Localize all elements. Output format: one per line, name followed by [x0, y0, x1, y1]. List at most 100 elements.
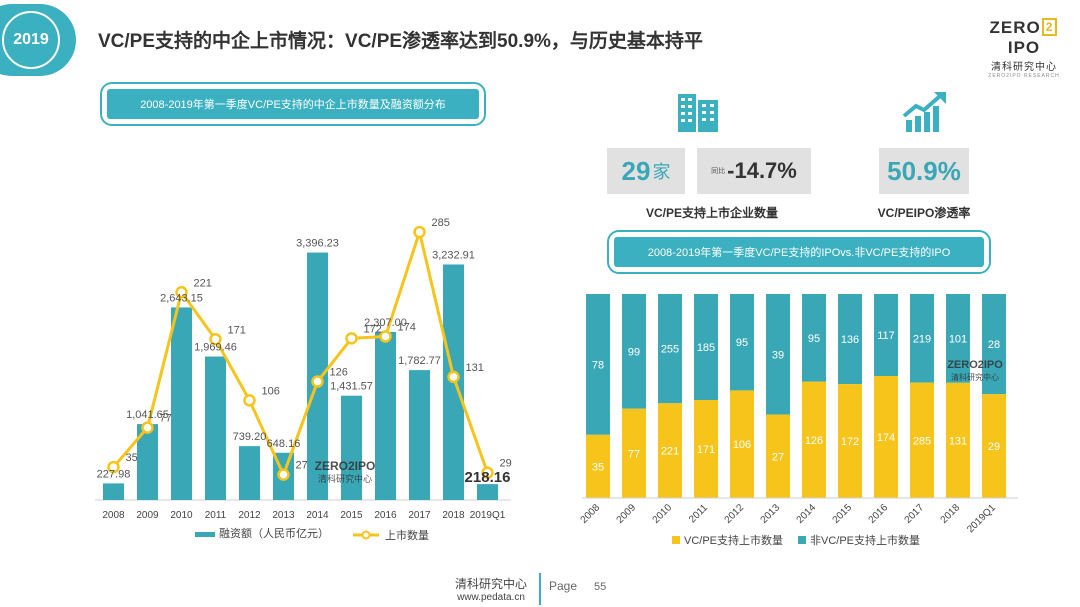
- line-value-label: 29: [500, 458, 512, 470]
- bar-non-vcpe: [838, 294, 862, 385]
- point-ipo-count: [277, 468, 290, 481]
- non-vcpe-value-label: 255: [661, 344, 679, 356]
- bar-vcpe: [910, 382, 934, 498]
- footer-url[interactable]: www.pedata.cn: [457, 592, 525, 603]
- bar-vcpe: [658, 403, 682, 498]
- year-text: 2019: [2, 11, 60, 69]
- x-tick-label: 2014: [306, 510, 329, 521]
- bar-vcpe: [982, 394, 1006, 498]
- point-ipo-count: [311, 375, 324, 388]
- x-tick-label: 2013: [759, 502, 783, 526]
- bar-financing: [103, 483, 124, 500]
- x-tick-label: 2010: [170, 510, 193, 521]
- legend-marker-ipo-count: [361, 530, 371, 540]
- point-ipo-count: [481, 466, 494, 479]
- logo-wordmark: ZERO 2IPO: [978, 18, 1070, 58]
- building-icon: [678, 94, 718, 132]
- x-tick-label: 2008: [579, 502, 603, 526]
- vcpe-value-label: 131: [949, 435, 967, 447]
- bar-non-vcpe: [982, 294, 1006, 395]
- non-vcpe-value-label: 95: [808, 333, 820, 345]
- bar-financing: [341, 395, 362, 500]
- bar-non-vcpe: [586, 294, 610, 435]
- legend-swatch-non-vcpe: [798, 536, 806, 544]
- vcpe-value-label: 35: [592, 461, 604, 473]
- bar-financing: [477, 484, 498, 500]
- x-tick-label: 2010: [651, 502, 675, 526]
- bar-vcpe: [874, 376, 898, 498]
- bar-financing: [205, 356, 226, 500]
- point-ipo-count: [209, 333, 222, 346]
- line-value-label: 172: [364, 323, 382, 335]
- listed-count-value: 29: [621, 155, 651, 186]
- x-tick-label: 2015: [831, 502, 855, 526]
- bar-value-label: 227.98: [97, 468, 131, 480]
- left-chart-caption-box: 2008-2019年第一季度VC/PE支持的中企上市数量及融资额分布: [100, 82, 486, 126]
- bar-vcpe: [586, 434, 610, 498]
- logo-tagline: ZERO2IPO RESEARCH: [988, 73, 1060, 79]
- growth-chart-icon: [902, 92, 946, 132]
- x-tick-label: 2009: [136, 510, 159, 521]
- bar-non-vcpe: [766, 294, 790, 415]
- bar-value-label: 3,396.23: [296, 238, 339, 250]
- bar-vcpe: [730, 390, 754, 498]
- legend-label-financing: 融资额（人民币亿元）: [219, 527, 329, 540]
- right-chart-caption: 2008-2019年第一季度VC/PE支持的IPOvs.非VC/PE支持的IPO: [614, 237, 984, 267]
- line-value-label: 77: [160, 413, 172, 425]
- legend-label-ipo-count: 上市数量: [385, 528, 429, 542]
- bar-financing: [239, 446, 260, 500]
- logo-subtitle: 清科研究中心: [991, 62, 1057, 73]
- penetration-value: 50.9%: [887, 155, 961, 186]
- bar-value-label: 218.16: [465, 469, 511, 486]
- watermark-logo: ZERO2IPO: [315, 459, 376, 473]
- bar-vcpe: [802, 381, 826, 498]
- line-value-label: 285: [432, 217, 450, 229]
- bar-value-label: 1,782.77: [398, 355, 441, 367]
- x-tick-label: 2012: [238, 510, 261, 521]
- vcpe-value-label: 126: [805, 435, 823, 447]
- non-vcpe-value-label: 28: [988, 339, 1000, 351]
- bar-value-label: 648.16: [267, 438, 301, 450]
- x-tick-label: 2013: [272, 510, 295, 521]
- non-vcpe-value-label: 95: [736, 337, 748, 349]
- logo-main-left: ZERO: [989, 18, 1041, 37]
- bar-financing: [409, 370, 430, 500]
- x-tick-label: 2017: [408, 510, 431, 521]
- watermark-subtitle: 清科研究中心: [951, 372, 999, 382]
- x-tick-label: 2019Q1: [470, 510, 506, 521]
- x-tick-label: 2014: [795, 502, 819, 526]
- non-vcpe-value-label: 117: [877, 330, 895, 342]
- bar-vcpe: [838, 384, 862, 498]
- x-tick-label: 2019Q1: [965, 502, 998, 535]
- penetration-label: VC/PEIPO渗透率: [877, 206, 971, 220]
- x-tick-label: 2012: [723, 502, 747, 526]
- footer-divider: [539, 573, 541, 605]
- non-vcpe-value-label: 219: [913, 333, 931, 345]
- point-ipo-count: [379, 330, 392, 343]
- line-value-label: 174: [398, 321, 416, 333]
- line-value-label: 171: [228, 324, 246, 336]
- vcpe-value-label: 77: [628, 448, 640, 460]
- vcpe-value-label: 106: [733, 439, 751, 451]
- bar-value-label: 739.20: [233, 431, 267, 443]
- non-vcpe-value-label: 185: [697, 342, 715, 354]
- bar-non-vcpe: [874, 294, 898, 377]
- vcpe-value-label: 221: [661, 446, 679, 458]
- vcpe-value-label: 171: [697, 444, 715, 456]
- listed-count-box: 29 家: [607, 148, 685, 194]
- yoy-box: 同比 -14.7%: [697, 148, 811, 194]
- bar-non-vcpe: [802, 294, 826, 382]
- line-value-label: 106: [262, 385, 280, 397]
- non-vcpe-value-label: 101: [949, 333, 967, 345]
- left-combo-chart: 227.98 1,041.65 2,643.15 1,969.46 739.20648.…: [95, 217, 512, 542]
- line-value-label: 126: [330, 367, 348, 379]
- footer-org: 清科研究中心: [454, 577, 527, 591]
- listed-count-label: VC/PE支持上市企业数量: [645, 206, 778, 220]
- x-tick-label: 2016: [374, 510, 397, 521]
- point-ipo-count: [447, 370, 460, 384]
- x-tick-label: 2008: [102, 510, 125, 521]
- bar-vcpe: [946, 382, 970, 498]
- vcpe-value-label: 285: [913, 435, 931, 447]
- non-vcpe-value-label: 78: [592, 359, 604, 371]
- point-ipo-count: [107, 460, 120, 474]
